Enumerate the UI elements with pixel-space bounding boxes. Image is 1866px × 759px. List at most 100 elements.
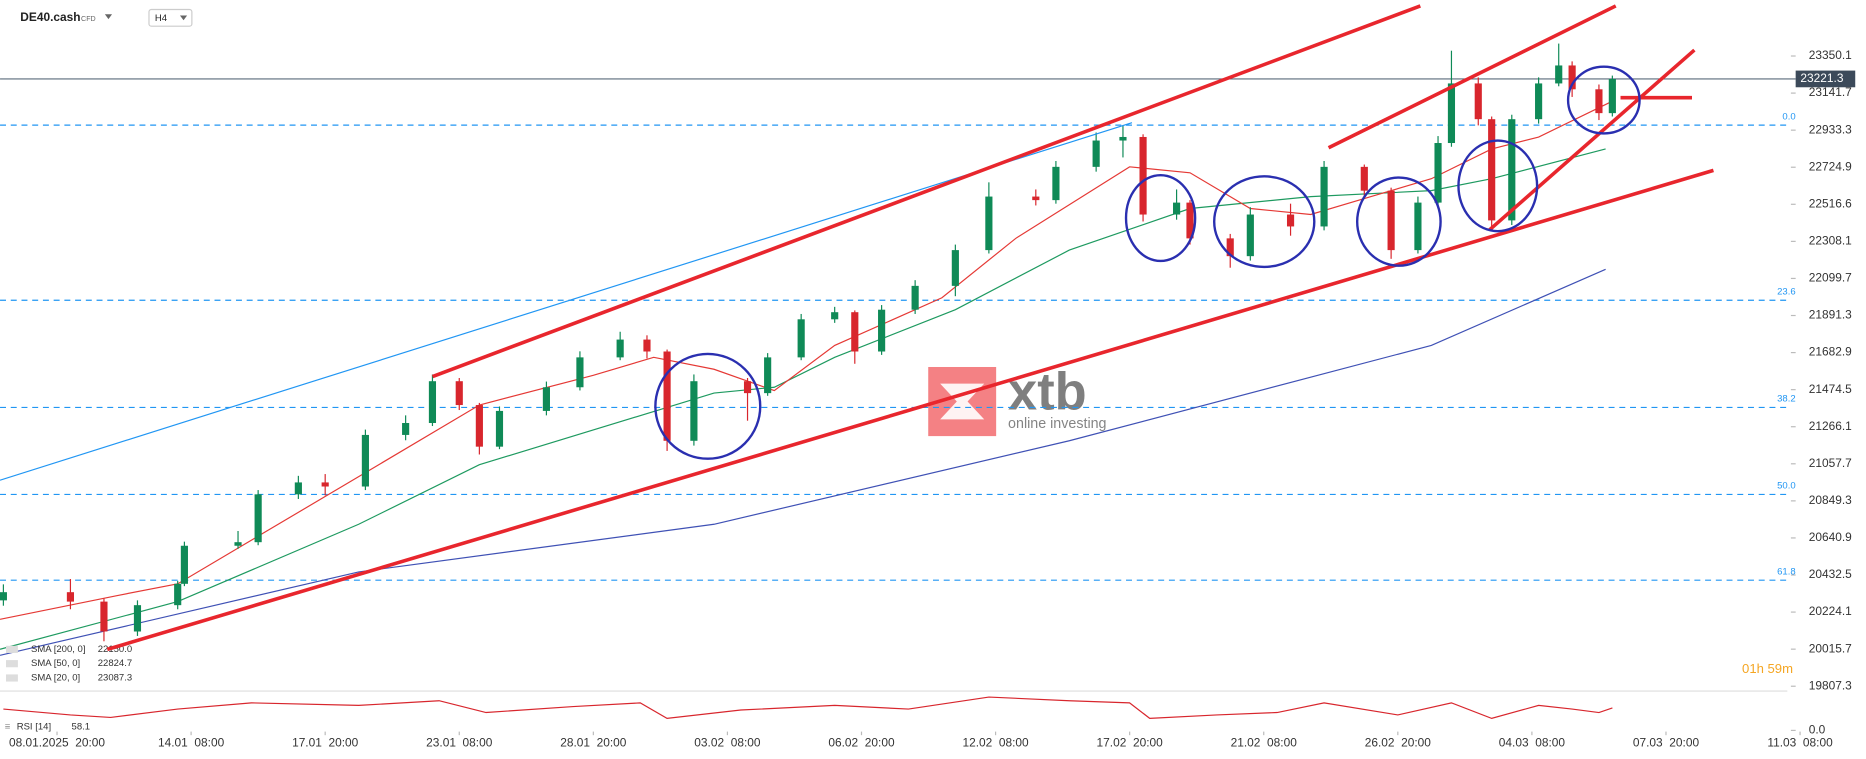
candle-body xyxy=(1092,140,1100,167)
y-tick-label: 21474.5 xyxy=(1809,382,1852,396)
candle-body xyxy=(951,250,959,286)
x-tick-label: 26.02 20:00 xyxy=(1365,736,1432,750)
x-tick-label: 08.01.2025 20:00 xyxy=(9,736,105,750)
trend-line xyxy=(1488,48,1696,232)
candle-body xyxy=(475,405,483,447)
candle-body xyxy=(1119,136,1127,141)
candle-body xyxy=(643,339,651,352)
candle-body xyxy=(254,494,262,543)
candle-body xyxy=(1286,214,1295,227)
candle-body xyxy=(1535,83,1543,120)
countdown: 01h 59m xyxy=(1742,661,1793,676)
x-tick-label: 23.01 08:00 xyxy=(426,736,493,750)
highlight-circle xyxy=(1355,176,1442,267)
candle-body xyxy=(1246,214,1254,257)
candle-body xyxy=(831,312,839,320)
x-tick-label: 11.03 08:00 xyxy=(1767,736,1833,750)
current-price-label: 23221.3 xyxy=(1800,71,1843,85)
rsi-legend-icon: ≡ xyxy=(5,721,11,732)
legend-icon xyxy=(5,645,18,653)
candle-body xyxy=(361,434,369,487)
rsi-tick-label: 0.0 xyxy=(1809,723,1826,737)
y-tick-label: 22724.9 xyxy=(1809,159,1852,173)
highlight-circle xyxy=(1457,139,1539,233)
x-tick-label: 14.01 08:00 xyxy=(158,736,225,750)
y-tick-label: 22308.1 xyxy=(1809,234,1852,248)
timeframe-box[interactable] xyxy=(148,8,193,27)
candle-body xyxy=(542,387,550,411)
timeframe-dropdown[interactable] xyxy=(179,15,188,21)
candle-body xyxy=(1568,65,1576,90)
candle-body xyxy=(100,601,108,632)
y-tick-label: 22516.6 xyxy=(1809,196,1852,210)
candle-body xyxy=(402,423,410,435)
x-tick-label: 17.02 20:00 xyxy=(1097,736,1164,750)
legend-name: SMA [200, 0] xyxy=(31,644,85,655)
candle-body xyxy=(234,542,242,546)
highlight-circle xyxy=(1124,173,1197,263)
candle-body xyxy=(1595,89,1603,114)
sma-line xyxy=(0,268,1606,656)
highlight-circle xyxy=(654,352,762,460)
candle-body xyxy=(1360,166,1368,191)
fib-label: 50.0 xyxy=(1777,481,1796,492)
fib-label: 23.6 xyxy=(1777,286,1796,297)
candle-body xyxy=(797,319,805,358)
sma-line xyxy=(0,100,1613,620)
candle-body xyxy=(1387,190,1395,251)
candle-body xyxy=(576,357,584,388)
candle-body xyxy=(878,309,886,352)
y-tick-label: 23350.1 xyxy=(1809,48,1852,62)
candle-body xyxy=(1032,196,1040,201)
y-tick-label: 19807.3 xyxy=(1809,678,1852,692)
highlight-circle xyxy=(1213,175,1316,269)
candle-body xyxy=(66,592,75,602)
candle-body xyxy=(1474,83,1482,120)
candle-body xyxy=(911,285,919,310)
fib-label: 61.8 xyxy=(1777,566,1796,577)
y-tick-label: 20432.5 xyxy=(1809,567,1852,581)
legend-icon xyxy=(5,674,18,682)
x-tick-label: 07.03 20:00 xyxy=(1633,736,1700,750)
candle-body xyxy=(764,357,772,394)
candle-body xyxy=(1434,143,1442,203)
trend-line xyxy=(106,168,1714,652)
candle-body xyxy=(1488,119,1496,221)
sma-line xyxy=(0,148,1606,650)
current-price-box xyxy=(1795,70,1856,88)
y-tick-label: 20849.3 xyxy=(1809,493,1852,507)
candle-body xyxy=(1186,202,1194,239)
candle-body xyxy=(985,196,993,251)
y-tick-label: 21057.7 xyxy=(1809,456,1852,470)
candle-body xyxy=(294,482,302,495)
rsi-legend-value: 58.1 xyxy=(72,721,91,732)
candle-body xyxy=(428,381,437,424)
symbol-dropdown[interactable] xyxy=(104,14,113,20)
x-tick-label: 21.02 08:00 xyxy=(1231,736,1298,750)
candle-body xyxy=(495,410,504,447)
candle-body xyxy=(0,592,7,601)
trend-line xyxy=(431,4,1421,379)
candle-body xyxy=(133,605,142,632)
symbol: DE40.cash xyxy=(20,10,80,24)
candle-body xyxy=(690,381,698,441)
candle-body xyxy=(851,312,859,352)
candle-body xyxy=(174,583,182,606)
candle-body xyxy=(1052,166,1060,201)
y-tick-label: 21682.9 xyxy=(1809,345,1852,359)
y-tick-label: 21266.1 xyxy=(1809,419,1852,433)
candle-body xyxy=(1139,136,1147,215)
y-tick-label: 22933.3 xyxy=(1809,122,1852,136)
candle-body xyxy=(1173,202,1181,215)
rsi-line xyxy=(3,696,1613,719)
rsi-legend: RSI [14] xyxy=(17,721,51,732)
candle-body xyxy=(180,545,188,584)
timeframe[interactable]: H4 xyxy=(155,13,168,24)
logo-text: xtb xyxy=(1008,363,1087,421)
watermark: xtb online investing xyxy=(928,363,1107,437)
fib-label: 0.0 xyxy=(1782,111,1795,122)
y-tick-label: 20224.1 xyxy=(1809,604,1852,618)
candle-body xyxy=(321,482,329,487)
